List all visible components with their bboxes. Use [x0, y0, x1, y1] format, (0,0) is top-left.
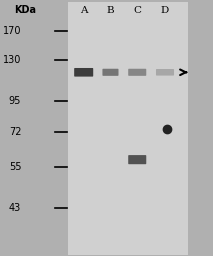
FancyBboxPatch shape — [156, 69, 174, 76]
Text: D: D — [161, 6, 169, 15]
FancyBboxPatch shape — [128, 69, 146, 76]
FancyBboxPatch shape — [67, 1, 188, 255]
FancyBboxPatch shape — [74, 68, 93, 77]
Text: C: C — [133, 6, 141, 15]
Text: 43: 43 — [9, 203, 21, 213]
Text: B: B — [107, 6, 114, 15]
FancyBboxPatch shape — [128, 155, 146, 164]
Text: 72: 72 — [9, 127, 21, 137]
Text: 55: 55 — [9, 162, 21, 172]
Text: A: A — [80, 6, 88, 15]
Text: 170: 170 — [3, 26, 21, 36]
Text: 95: 95 — [9, 97, 21, 106]
Text: 130: 130 — [3, 55, 21, 65]
FancyBboxPatch shape — [102, 69, 118, 76]
Text: KDa: KDa — [14, 5, 36, 15]
